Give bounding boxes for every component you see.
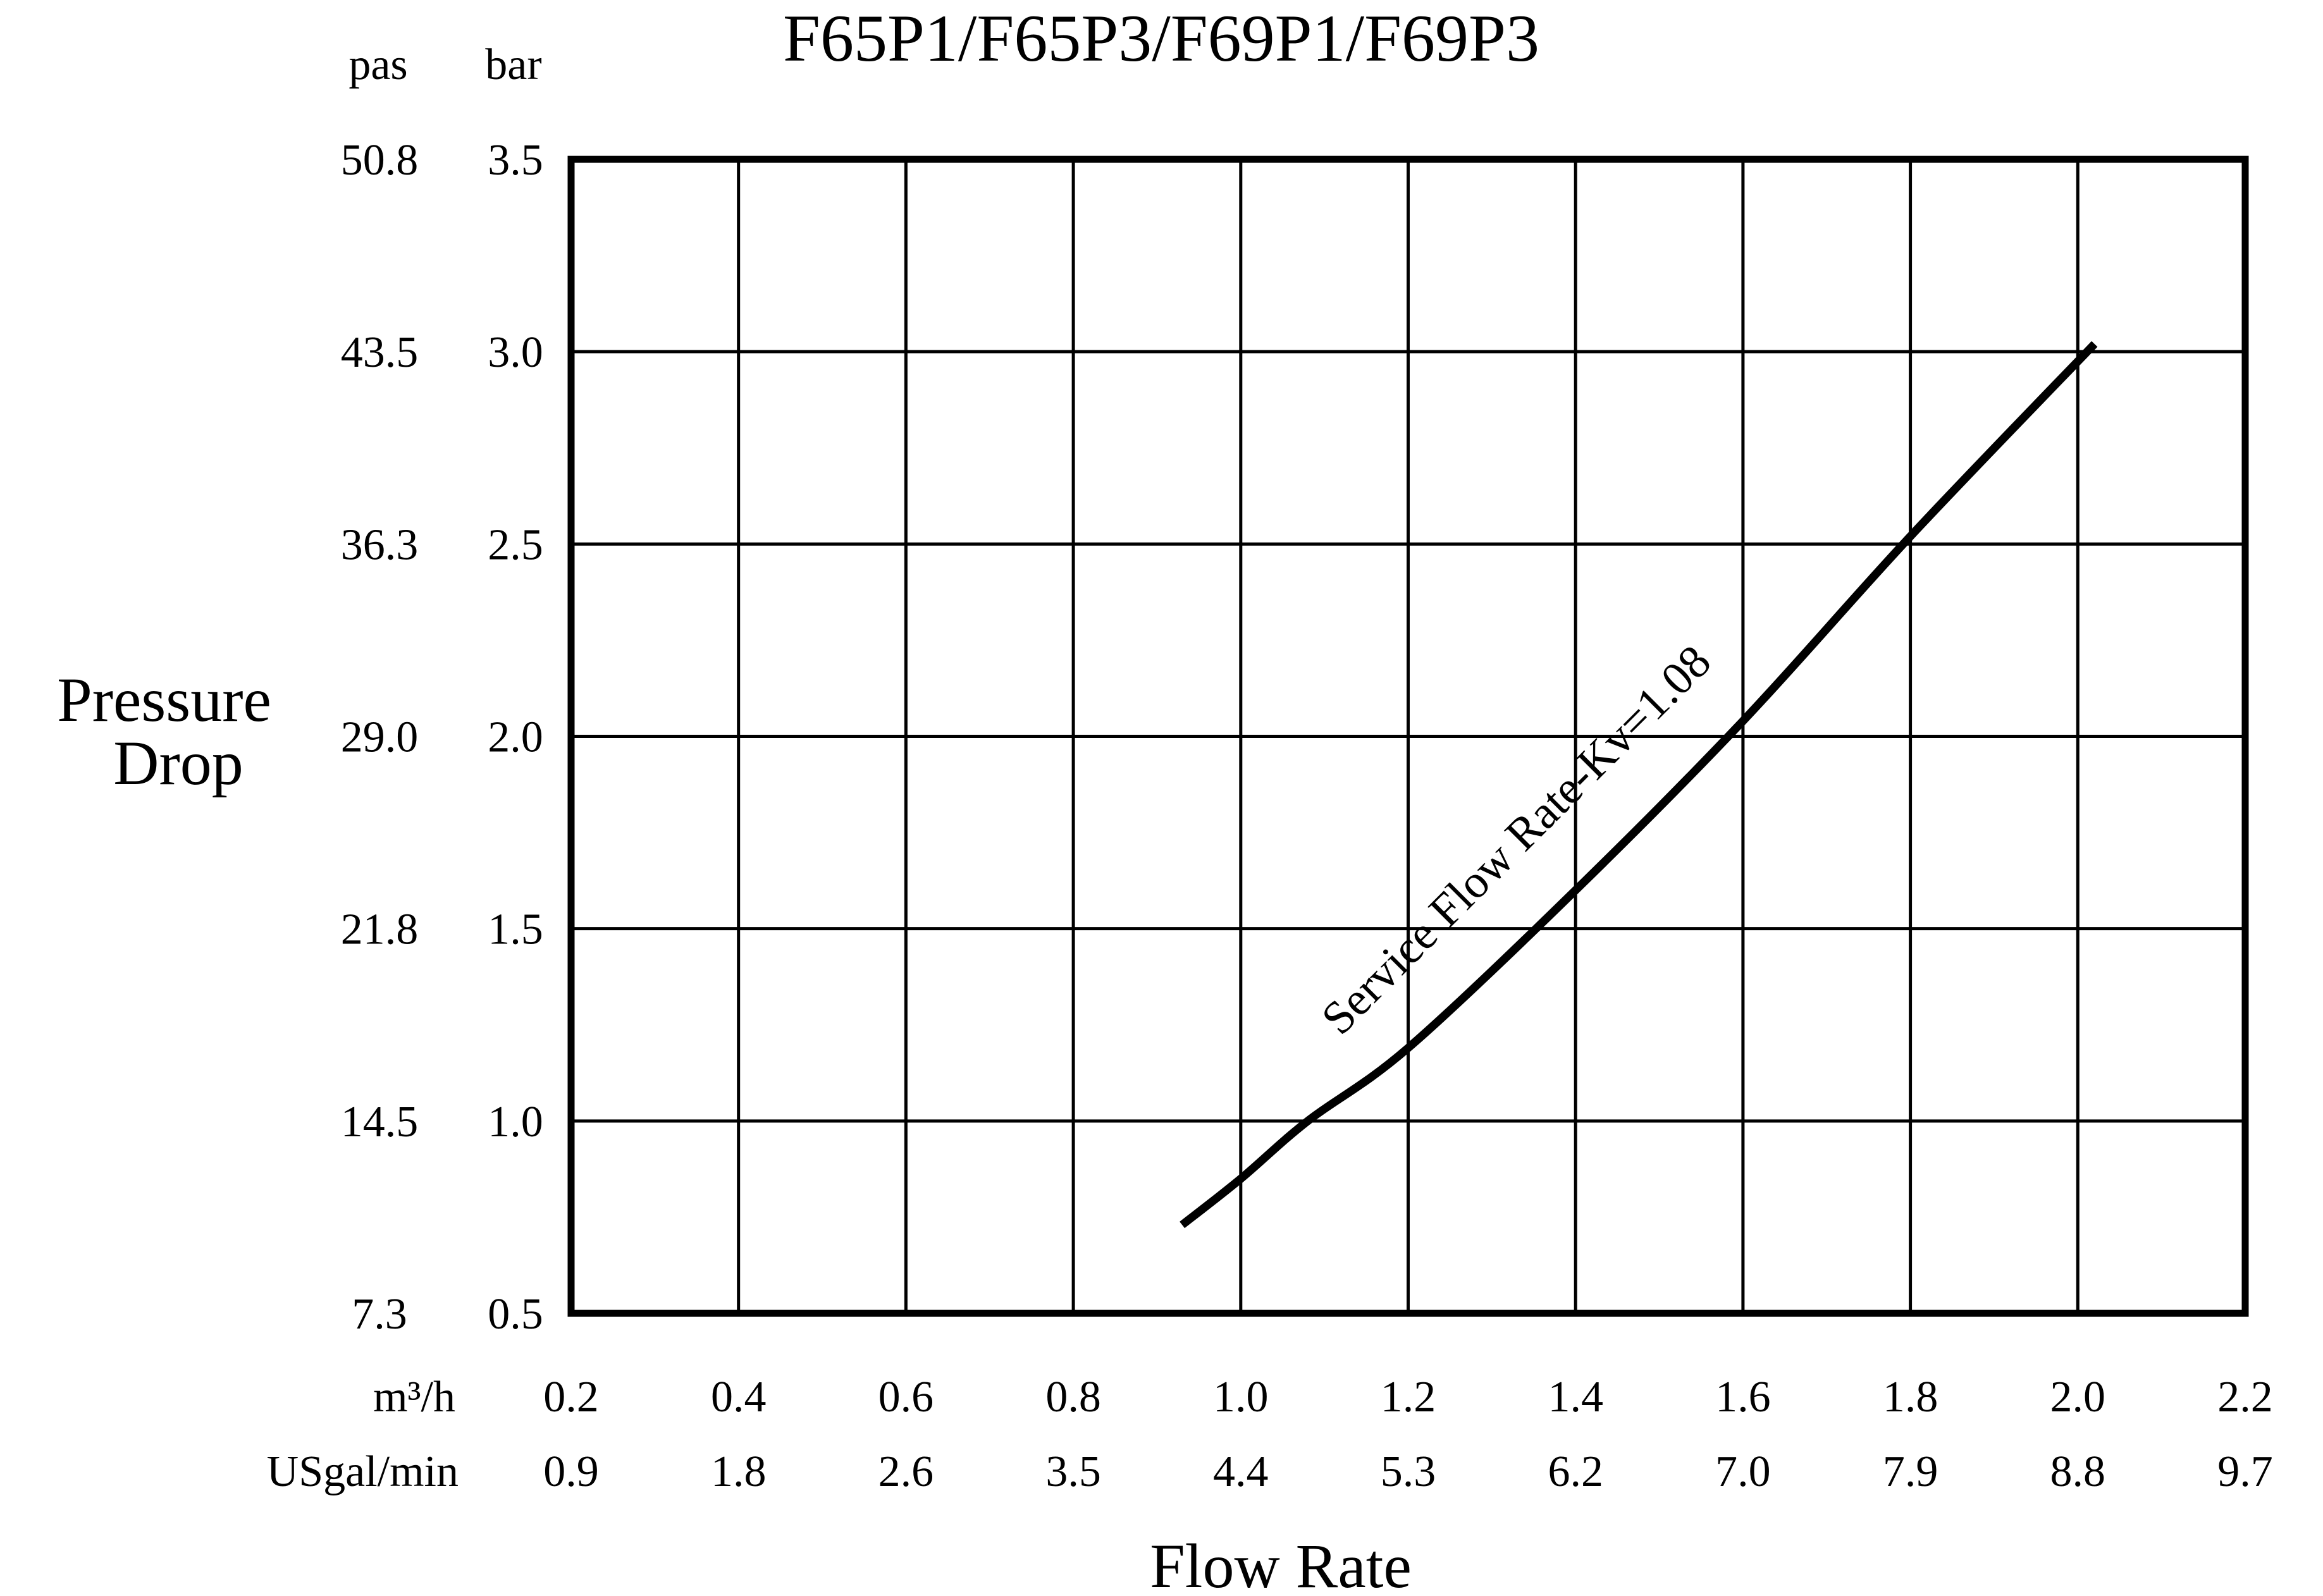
y-tick-label-bar: 3.0: [488, 328, 543, 377]
y-tick-label-bar: 2.5: [488, 520, 543, 569]
x-tick-label-usgal: 0.9: [543, 1447, 599, 1496]
x-tick-label-m3h: 1.8: [1883, 1373, 1938, 1421]
grid-lines: [571, 159, 2245, 1313]
y-tick-label-pas: 14.5: [341, 1098, 419, 1146]
x-tick-label-m3h: 1.2: [1381, 1373, 1436, 1421]
x-tick-label-m3h: 0.8: [1045, 1373, 1101, 1421]
x-tick-labels: 0.2 0.9 0.4 1.8 0.6 2.6 0.8 3.5 1.0 4.4 1.2 5.3 1.4 6…: [543, 1373, 2273, 1496]
y-unit-right-label: bar: [485, 40, 541, 89]
x-tick-label-m3h: 1.0: [1213, 1373, 1269, 1421]
x-tick-label-m3h: 1.6: [1715, 1373, 1771, 1421]
y-tick-label-pas: 21.8: [341, 905, 419, 954]
y-tick-label-pas: 43.5: [341, 328, 419, 377]
x-axis-label: Flow Rate: [1150, 1531, 1412, 1596]
x-unit-primary-label: m³/h: [373, 1373, 455, 1421]
y-tick-label-bar: 1.0: [488, 1098, 543, 1146]
y-axis-label-line-2: Drop: [113, 728, 243, 798]
y-tick-label-bar: 0.5: [488, 1290, 543, 1339]
y-axis-label-line-1: Pressure: [57, 665, 271, 735]
x-tick-label-m3h: 1.4: [1548, 1373, 1603, 1421]
x-tick-label-usgal: 8.8: [2050, 1447, 2106, 1496]
y-axis-label: Pressure Drop: [57, 665, 287, 798]
chart-title: F65P1/F65P3/F69P1/F69P3: [783, 1, 1539, 75]
y-tick-label-bar: 1.5: [488, 905, 543, 954]
x-tick-label-usgal: 7.0: [1715, 1447, 1771, 1496]
x-tick-label-m3h: 0.4: [711, 1373, 767, 1421]
x-unit-secondary-label: USgal/min: [267, 1447, 459, 1496]
x-tick-label-usgal: 1.8: [711, 1447, 767, 1496]
x-tick-label-usgal: 4.4: [1213, 1447, 1269, 1496]
x-tick-label-usgal: 7.9: [1883, 1447, 1938, 1496]
plot-frame: [567, 156, 2249, 1317]
y-tick-label-pas: 50.8: [341, 136, 419, 185]
x-tick-label-m3h: 2.2: [2217, 1373, 2273, 1421]
y-tick-label-bar: 3.5: [488, 136, 543, 185]
y-tick-label-pas: 29.0: [341, 713, 419, 762]
x-tick-label-usgal: 9.7: [2217, 1447, 2273, 1496]
x-tick-label-m3h: 0.6: [878, 1373, 934, 1421]
series-line-service-flow: [1180, 341, 2098, 1229]
x-tick-label-m3h: 2.0: [2050, 1373, 2106, 1421]
y-tick-label-pas: 36.3: [341, 520, 419, 569]
x-tick-label-usgal: 5.3: [1381, 1447, 1436, 1496]
y-tick-label-pas: 7.3: [352, 1290, 407, 1339]
x-tick-label-usgal: 2.6: [878, 1447, 934, 1496]
y-tick-labels: 0.5 7.3 1.0 14.5 1.5 21.8 2.0 29.0 2.5 36.3 3.0 43.…: [341, 136, 543, 1339]
x-tick-label-usgal: 6.2: [1548, 1447, 1603, 1496]
x-tick-label-usgal: 3.5: [1045, 1447, 1101, 1496]
y-tick-label-bar: 2.0: [488, 713, 543, 762]
y-unit-left-label: pas: [348, 40, 407, 89]
x-tick-label-m3h: 0.2: [543, 1373, 599, 1421]
